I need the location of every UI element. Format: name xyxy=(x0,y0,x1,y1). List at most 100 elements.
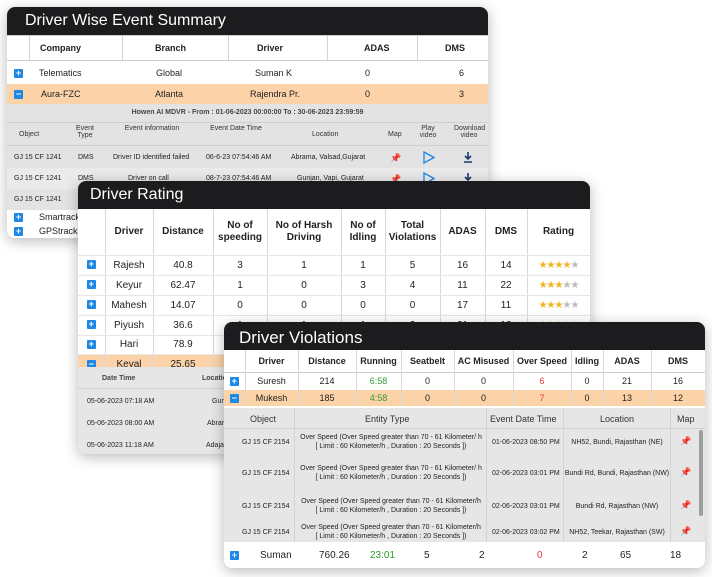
violation-row[interactable]: + Suresh 214 6:58 0 0 6 0 21 16 xyxy=(224,372,705,390)
col-running: Running xyxy=(356,350,402,372)
col-total-violations: Total Violations xyxy=(385,209,441,256)
star-icon: ★ xyxy=(538,259,548,271)
sub-col-location: Location xyxy=(202,375,232,382)
cell-distance: 214 xyxy=(298,372,357,390)
star-icon: ★ xyxy=(546,299,556,311)
star-icon: ★ xyxy=(554,299,564,311)
cell-rating: ★★★★★ xyxy=(527,295,590,316)
summary-row-selected[interactable]: − Aura-FZC Atlanta Rajendra Pr. 0 3 xyxy=(7,84,488,104)
map-pin-icon[interactable]: 📌 xyxy=(680,500,692,510)
cell-expand[interactable]: + xyxy=(78,335,106,355)
scrollbar-thumb[interactable] xyxy=(699,430,703,516)
play-icon[interactable] xyxy=(423,151,435,164)
violation-detail-panel: Object Entity Type Event Date Time Locat… xyxy=(224,408,705,542)
cell-driver: Suresh xyxy=(245,372,299,390)
sub-col-entity-type: Entity Type xyxy=(365,414,410,424)
cell-running: 23:01 xyxy=(370,550,396,561)
cell-object: GJ 15 CF 2154 xyxy=(242,470,290,477)
cell-distance: 40.8 xyxy=(153,255,214,276)
col-dms: DMS xyxy=(651,350,705,372)
cell-location: NH52, Bundi, Rajasthan (NE) xyxy=(571,439,663,446)
rating-row[interactable]: + Rajesh 40.8 3 1 1 5 16 14 ★★★★★ xyxy=(78,255,590,276)
cell-time: 01-06-2023 08:50 PM xyxy=(492,439,560,446)
driver-rating-title: Driver Rating xyxy=(78,181,590,209)
cell-expand[interactable]: + xyxy=(78,275,106,296)
col-distance: Distance xyxy=(153,209,214,256)
violation-row-selected[interactable]: − Mukesh 185 4:58 0 0 7 0 13 12 xyxy=(224,390,705,406)
cell-expand[interactable]: + xyxy=(78,315,106,336)
cell-object: GJ 15 CF 2154 xyxy=(242,503,290,510)
map-pin-icon[interactable]: 📌 xyxy=(390,174,402,184)
sub-col-object: Object xyxy=(19,131,40,138)
cell-location: Gunjan, Vapi, Gujarat xyxy=(297,175,364,182)
violation-detail-header: Object Entity Type Event Date Time Locat… xyxy=(224,408,705,429)
cell-info: Driver on call xyxy=(128,175,169,182)
cell-dms: 3 xyxy=(459,89,465,99)
cell-driver: Keyur xyxy=(105,275,154,296)
cell-driver: Suman xyxy=(260,550,292,561)
expand-icon[interactable]: + xyxy=(229,376,239,387)
cell-idling: 1 xyxy=(341,255,386,276)
cell-branch: Global xyxy=(156,68,183,78)
sub-col-play: Play video xyxy=(419,125,437,139)
expand-icon[interactable]: + xyxy=(86,259,96,270)
expand-icon[interactable]: + xyxy=(86,299,96,310)
cell-dms: 12 xyxy=(651,390,705,406)
collapse-icon[interactable]: − xyxy=(229,393,239,404)
col-branch: Branch xyxy=(155,43,187,53)
star-icon: ★ xyxy=(570,299,579,311)
star-icon: ★ xyxy=(546,279,556,291)
expand-icon[interactable]: + xyxy=(14,212,23,222)
collapse-icon[interactable]: − xyxy=(86,358,96,369)
cell-expand[interactable]: + xyxy=(78,255,106,276)
collapse-icon[interactable]: − xyxy=(14,89,23,99)
driver-violations-card: Driver Violations Driver Distance Runnin… xyxy=(224,322,705,568)
cell-dms: 16 xyxy=(651,372,705,390)
cell-type: DMS xyxy=(78,175,94,182)
cell-object: GJ 15 CF 2154 xyxy=(242,529,290,536)
cell-distance: 62.47 xyxy=(153,275,214,296)
cell-ac: 0 xyxy=(454,372,514,390)
cell-time: 06-6-23 07:54:46 AM xyxy=(206,154,272,161)
expand-icon[interactable]: + xyxy=(86,319,96,330)
star-icon: ★ xyxy=(554,259,564,271)
expand-icon[interactable]: + xyxy=(14,226,23,236)
rating-row[interactable]: + Keyur 62.47 1 0 3 4 11 22 ★★★★★ xyxy=(78,275,590,296)
violation-row[interactable]: + Suman 760.26 23:01 5 2 0 2 65 18 xyxy=(224,542,705,568)
cell-dms: 18 xyxy=(670,550,682,561)
driver-violations-table: Driver Distance Running Seatbelt AC Misu… xyxy=(224,350,705,406)
expand-icon[interactable]: + xyxy=(86,279,96,290)
expand-icon[interactable]: + xyxy=(86,338,96,349)
star-icon: ★ xyxy=(538,299,548,311)
cell-overspeed: 7 xyxy=(513,390,572,406)
cell-driver: Piyush xyxy=(105,315,154,336)
col-distance: Distance xyxy=(298,350,357,372)
download-icon[interactable] xyxy=(463,151,473,163)
map-pin-icon[interactable]: 📌 xyxy=(390,153,402,163)
rating-row[interactable]: + Mahesh 14.07 0 0 0 0 17 11 ★★★★★ xyxy=(78,295,590,316)
cell-distance: 14.07 xyxy=(153,295,214,316)
col-harsh-driving: No of Harsh Driving xyxy=(267,209,342,256)
cell-expand[interactable]: + xyxy=(78,295,106,316)
cell-harsh: 1 xyxy=(267,255,342,276)
cell-time: 05-06-2023 11:18 AM xyxy=(87,442,154,449)
cell-location: NH52, Teekar, Rajasthan (SW) xyxy=(569,529,665,536)
cell-idling: 0 xyxy=(571,390,604,406)
cell-rating: ★★★★★ xyxy=(527,255,590,276)
cell-driver: Mahesh xyxy=(105,295,154,316)
cell-adas: 65 xyxy=(620,550,632,561)
cell-driver: Rajesh xyxy=(105,255,154,276)
cell-object: GJ 15 CF 1241 xyxy=(14,175,62,182)
summary-row[interactable]: + Telematics Global Suman K 0 6 xyxy=(7,63,488,83)
map-pin-icon[interactable]: 📌 xyxy=(680,467,692,477)
col-idling: No of Idling xyxy=(341,209,386,256)
cell-rating: ★★★★★ xyxy=(527,275,590,296)
star-icon: ★ xyxy=(570,259,579,271)
map-pin-icon[interactable]: 📌 xyxy=(680,526,692,536)
cell-total: 5 xyxy=(385,255,441,276)
cell-adas: 11 xyxy=(440,275,486,296)
expand-icon[interactable]: + xyxy=(14,68,23,78)
expand-icon[interactable]: + xyxy=(230,550,239,560)
map-pin-icon[interactable]: 📌 xyxy=(680,436,692,446)
cell-overspeed: 0 xyxy=(537,550,543,561)
